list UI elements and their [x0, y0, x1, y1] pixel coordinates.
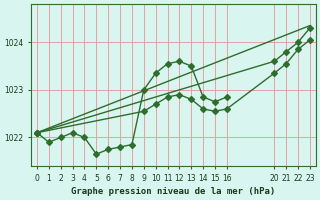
X-axis label: Graphe pression niveau de la mer (hPa): Graphe pression niveau de la mer (hPa): [71, 187, 276, 196]
